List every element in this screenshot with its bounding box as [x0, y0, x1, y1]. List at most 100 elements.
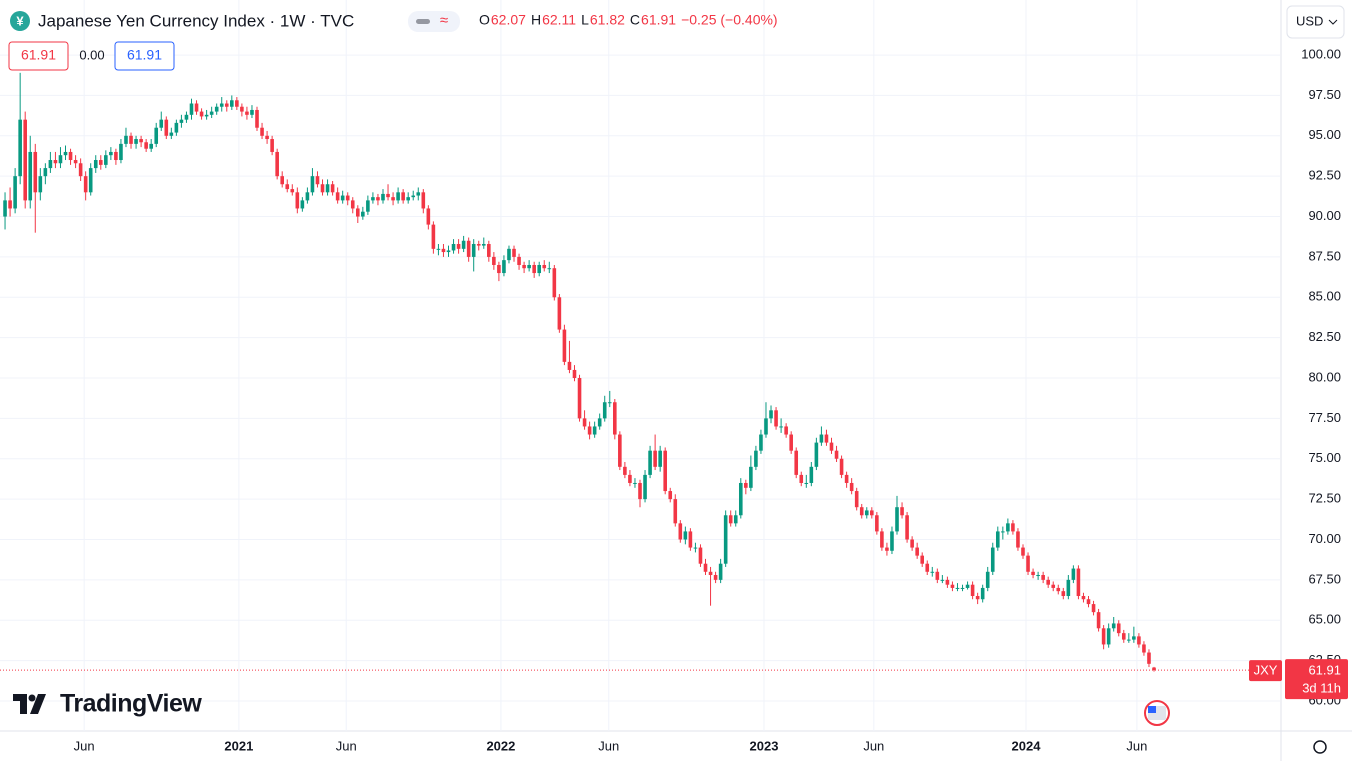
toggle-icon: [416, 19, 430, 24]
candle-body: [678, 523, 683, 540]
candle-body: [527, 264, 531, 269]
candle-body: [224, 103, 229, 107]
candle-body: [900, 507, 904, 516]
candle-body: [295, 192, 300, 209]
candle-body: [290, 189, 295, 193]
candle-body: [1142, 644, 1146, 653]
candle-body: [204, 114, 209, 117]
candle-body: [870, 510, 874, 516]
candle-body: [1071, 568, 1076, 580]
candle-body: [446, 250, 451, 253]
candle-body: [1116, 623, 1121, 634]
candle-body: [33, 151, 38, 193]
candle-body: [895, 507, 899, 532]
y-tick-label: 77.50: [1308, 410, 1341, 425]
candle-body: [759, 434, 763, 451]
y-tick-label: 70.00: [1308, 531, 1341, 546]
x-tick-label: 2022: [486, 738, 515, 753]
candle-body: [880, 531, 884, 548]
candle-body: [184, 114, 189, 120]
candle-body: [618, 434, 622, 467]
symbol-icon: [10, 11, 30, 31]
candle-body: [769, 410, 773, 419]
candle-body: [854, 491, 859, 508]
ohlc-value: 62.11: [542, 12, 576, 28]
candle-body: [1111, 623, 1116, 629]
candle-body: [602, 402, 607, 419]
x-tick-label: Jun: [598, 738, 619, 753]
candle-body: [774, 410, 778, 427]
candle-body: [492, 256, 496, 265]
y-tick-label: 72.50: [1308, 491, 1341, 506]
candle-body: [945, 579, 950, 585]
sell-box[interactable]: [8, 41, 69, 71]
candle-body: [628, 474, 632, 483]
candle-body: [754, 450, 758, 467]
candle-body: [577, 378, 582, 419]
candle-body: [421, 192, 426, 209]
candle-body: [587, 426, 592, 435]
candle-body: [935, 571, 940, 580]
candle-body: [345, 195, 350, 201]
currency-button[interactable]: [1286, 5, 1345, 39]
candle-body: [522, 264, 526, 269]
candle-body: [48, 160, 53, 169]
candle-body: [285, 184, 290, 190]
flag-icon: [1148, 706, 1156, 713]
candle-body: [471, 243, 476, 257]
candle-body: [668, 491, 673, 500]
candle-body: [1152, 667, 1156, 671]
symbol-icon-text: ¥: [16, 13, 24, 28]
buy-box[interactable]: [114, 41, 175, 71]
candle-body: [718, 563, 723, 580]
candle-body: [567, 361, 572, 370]
candle-body: [199, 111, 204, 117]
candle-body: [305, 192, 310, 201]
candle-body: [552, 268, 557, 298]
indicator-toggle[interactable]: [408, 11, 460, 32]
x-tick-label: 2021: [224, 738, 253, 753]
candle-body: [240, 106, 244, 112]
candle-body: [1001, 531, 1005, 533]
candle-body: [1011, 523, 1015, 532]
chart-title: Japanese Yen Currency Index · 1W · TVC: [38, 11, 354, 30]
y-tick-label: 82.50: [1308, 329, 1341, 344]
candle-body: [532, 264, 536, 274]
candle-body: [194, 103, 199, 112]
candle-body: [698, 547, 703, 564]
x-tick-label: Jun: [74, 738, 95, 753]
candle-body: [73, 160, 78, 164]
candle-body: [824, 434, 829, 443]
candle-body: [1132, 636, 1136, 640]
candle-body: [265, 135, 269, 140]
y-tick-label: 100.00: [1301, 47, 1341, 62]
candle-body: [23, 119, 27, 201]
ohlc-change: −0.25 (−0.40%): [681, 12, 778, 28]
y-tick-label: 75.00: [1308, 450, 1341, 465]
candle-body: [315, 176, 320, 185]
candle-body: [214, 106, 219, 112]
candle-body: [1096, 612, 1101, 629]
candle-body: [275, 151, 279, 177]
candle-body: [1036, 575, 1040, 577]
candle-body: [416, 192, 421, 196]
candle-body: [1076, 568, 1081, 597]
candle-body: [451, 243, 456, 251]
candle-body: [572, 369, 577, 379]
candle-body: [905, 515, 909, 540]
candle-body: [371, 197, 375, 201]
candle-body: [733, 515, 738, 524]
settings-button[interactable]: [1313, 740, 1327, 754]
x-tick-label: Jun: [863, 738, 884, 753]
candle-body: [597, 418, 602, 427]
candle-body: [708, 571, 713, 576]
buy-price: 61.91: [127, 47, 162, 63]
candle-body: [426, 208, 431, 225]
candle-body: [864, 510, 869, 516]
y-tick-label: 87.50: [1308, 248, 1341, 263]
candle-body: [653, 450, 657, 467]
candle-body: [940, 579, 945, 581]
candle-body: [1106, 628, 1111, 645]
ohlc-value: 62.07: [491, 12, 526, 28]
